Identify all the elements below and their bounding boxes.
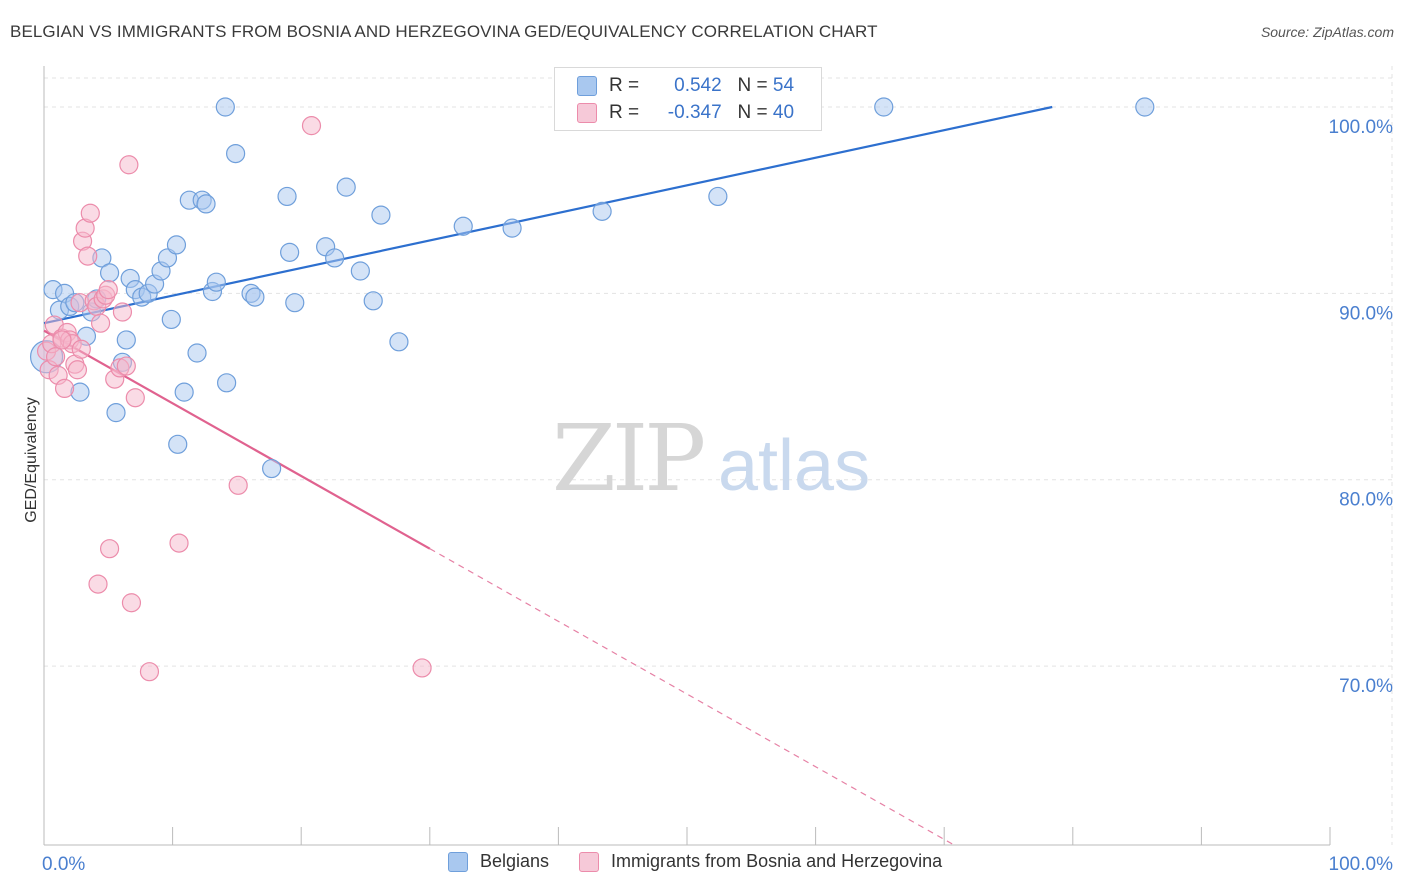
- x-tick-label: 100.0%: [1329, 854, 1394, 875]
- blue-data-point: [245, 287, 265, 307]
- blue-data-point: [502, 218, 522, 238]
- legend-swatch-blue: [448, 851, 468, 872]
- pink-data-point: [67, 360, 88, 380]
- pink-data-point: [88, 574, 108, 594]
- pink-data-point: [71, 339, 91, 359]
- blue-data-point: [99, 263, 120, 283]
- pink-data-point: [116, 356, 136, 376]
- blue-data-point: [161, 309, 181, 330]
- blue-data-point: [174, 382, 194, 402]
- pink-data-point: [112, 302, 133, 322]
- stats-legend: R = 0.542 N = 54 R = -0.347 N = 40: [554, 67, 822, 131]
- blue-data-point: [325, 248, 345, 268]
- pink-data-point: [119, 155, 139, 175]
- watermark-atlas: atlas: [718, 426, 870, 506]
- blue-data-point: [116, 330, 136, 350]
- legend-n-label: N =: [737, 102, 768, 123]
- watermark-zip: ZIP: [552, 405, 703, 512]
- pink-data-point: [78, 246, 98, 266]
- x-tick-label: 0.0%: [42, 854, 85, 875]
- legend-swatch-pink: [577, 103, 597, 123]
- blue-data-point: [350, 261, 370, 281]
- blue-data-point: [389, 332, 409, 352]
- y-tick-label: 100.0%: [1329, 117, 1394, 138]
- pink-data-point: [99, 539, 120, 559]
- blue-data-point: [206, 272, 226, 292]
- blue-data-point: [106, 403, 126, 423]
- blue-data-point: [708, 186, 728, 207]
- legend-item-bosnia: Immigrants from Bosnia and Herzegovina: [579, 851, 942, 872]
- legend-r-value: 0.542: [674, 75, 722, 96]
- legend-n-value: 54: [772, 75, 795, 96]
- blue-data-point: [215, 97, 235, 117]
- data-points: [29, 97, 1155, 682]
- pink-data-point: [52, 330, 72, 350]
- chart-title: BELGIAN VS IMMIGRANTS FROM BOSNIA AND HE…: [10, 22, 878, 41]
- blue-data-point: [166, 235, 187, 255]
- pink-data-point: [54, 378, 75, 399]
- y-tick-label: 80.0%: [1339, 490, 1393, 511]
- blue-data-point: [453, 216, 473, 236]
- blue-data-point: [363, 291, 383, 311]
- legend-item-belgians: Belgians: [448, 851, 549, 872]
- pink-data-point: [139, 662, 160, 682]
- legend-r-value: -0.347: [667, 102, 722, 123]
- pink-data-point: [169, 533, 189, 553]
- pink-data-point: [98, 280, 118, 300]
- legend-swatch-pink: [579, 851, 600, 872]
- blue-data-point: [371, 205, 391, 225]
- blue-data-point: [226, 143, 246, 164]
- blue-data-point: [157, 248, 178, 268]
- legend-n-value: 40: [772, 102, 795, 123]
- blue-trend-line: [43, 105, 1053, 325]
- blue-data-point: [1135, 97, 1155, 117]
- pink-data-point: [80, 203, 100, 223]
- axes: [43, 66, 1331, 846]
- tick-labels: 70.0% 80.0% 90.0% 100.0% 0.0% 100.0%: [42, 117, 1393, 875]
- legend-row-belgians: R = 0.542 N = 54: [577, 74, 794, 98]
- pink-data-point: [125, 388, 145, 408]
- pink-data-point: [121, 593, 142, 613]
- series-legend: Belgians Immigrants from Bosnia and Herz…: [448, 851, 972, 872]
- pink-data-point: [301, 116, 322, 136]
- legend-label-belgians: Belgians: [480, 851, 550, 871]
- blue-data-point: [285, 293, 305, 313]
- blue-data-point: [592, 201, 612, 221]
- y-tick-label: 70.0%: [1339, 676, 1393, 697]
- blue-data-point: [262, 458, 282, 479]
- watermark: ZIP atlas: [552, 405, 870, 512]
- y-axis-label: GED/Equivalency: [23, 397, 40, 522]
- legend-n-label: N =: [737, 75, 768, 96]
- y-tick-label: 90.0%: [1339, 303, 1393, 324]
- legend-row-bosnia: R = -0.347 N = 40: [577, 101, 794, 125]
- trendlines: [43, 105, 1053, 846]
- blue-data-point: [277, 186, 297, 207]
- blue-data-point: [196, 194, 216, 214]
- pink-trend-line: [43, 329, 431, 550]
- pink-data-point: [90, 313, 111, 333]
- blue-data-point: [168, 434, 188, 454]
- pink-data-point: [228, 475, 248, 495]
- legend-swatch-blue: [577, 76, 597, 96]
- legend-r-label: R =: [609, 102, 640, 123]
- legend-r-label: R =: [609, 75, 640, 96]
- blue-data-point: [336, 177, 356, 197]
- blue-data-point: [874, 97, 894, 117]
- blue-data-point: [217, 373, 237, 393]
- legend-label-bosnia: Immigrants from Bosnia and Herzegovina: [611, 851, 943, 871]
- source-credit: Source: ZipAtlas.com: [1260, 24, 1394, 40]
- blue-data-point: [280, 242, 300, 262]
- pink-data-point: [412, 658, 432, 678]
- blue-data-point: [187, 343, 207, 363]
- pink-trend-extension: [429, 548, 955, 846]
- pink-data-point: [45, 347, 66, 367]
